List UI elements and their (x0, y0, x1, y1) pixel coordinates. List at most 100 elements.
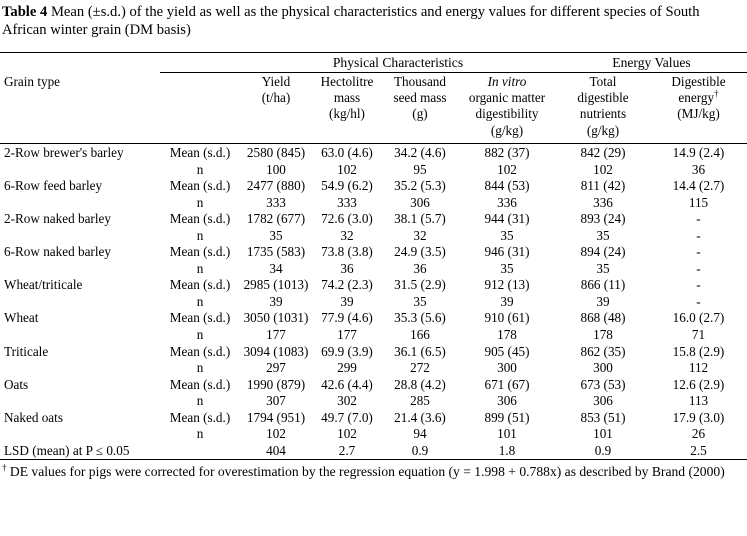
mean-value-cell: 1990 (879) (246, 376, 306, 392)
mean-value-cell: 842 (29) (580, 145, 626, 160)
stat-label-n-cell: n (196, 161, 204, 177)
stat-label-n-cell: n (196, 227, 204, 243)
n-value-cell: 300 (593, 360, 613, 376)
mean-value-cell: 14.9 (2.4) (672, 145, 725, 160)
grain-type-cell: Wheat (4, 310, 39, 326)
mean-value-cell: 1735 (583) (246, 244, 306, 260)
footnote-dagger-symbol: † (2, 462, 7, 473)
grain-type-empty-cell (0, 228, 160, 245)
lsd-value-cell: 404 (266, 442, 286, 458)
n-value-cell: 35 (596, 260, 610, 276)
mean-value-cell: 49.7 (7.0) (321, 409, 373, 425)
grain-row-mean: 2-Row naked barley Mean (s.d.) 1782 (677) 7… (0, 211, 747, 228)
grain-row-mean: 2-Row brewer's barley Mean (s.d.) 2580 (84… (0, 144, 747, 162)
n-value-cell: 101 (497, 426, 517, 442)
group-header-energy-values: Energy Values (556, 52, 747, 73)
mean-value-cell: 54.9 (6.2) (321, 178, 373, 194)
mean-value-cell: 2477 (880) (246, 178, 306, 194)
grain-type-empty-cell (0, 162, 160, 179)
mean-value-cell: 24.9 (3.5) (394, 244, 446, 260)
mean-value-cell: 866 (11) (580, 277, 626, 293)
invitro-rest-label: organic matter digestibility (g/kg) (468, 90, 546, 138)
mean-value-cell: 74.2 (2.3) (321, 277, 373, 293)
group-header-spacer-stat (160, 52, 240, 73)
mean-value-cell: 853 (51) (580, 409, 626, 425)
n-value-cell: 178 (497, 327, 517, 343)
n-value-cell: 306 (497, 393, 517, 409)
stat-label-n-cell: n (196, 327, 204, 343)
n-value-cell: 336 (593, 194, 613, 210)
mean-value-cell: 28.8 (4.2) (394, 376, 446, 392)
grain-row-mean: Wheat/triticale Mean (s.d.) 2985 (1013) 74.… (0, 277, 747, 294)
n-value-cell: 297 (266, 360, 286, 376)
n-value-cell: - (696, 293, 701, 309)
n-value-cell: 101 (593, 426, 613, 442)
n-value-cell: 95 (413, 161, 427, 177)
stat-label-n-cell: n (196, 194, 204, 210)
stat-label-mean-cell: Mean (s.d.) (169, 211, 231, 227)
n-value-cell: 285 (410, 393, 430, 409)
n-value-cell: 306 (410, 194, 430, 210)
column-header-grain-type: Grain type (0, 72, 160, 144)
mean-value-cell: 2580 (845) (246, 145, 306, 160)
mean-value-cell: 671 (67) (484, 376, 530, 392)
grain-type-cell: 6-Row feed barley (4, 178, 103, 194)
grain-type-cell: Naked oats (4, 409, 63, 425)
n-value-cell: 302 (337, 393, 357, 409)
stat-label-mean-cell: Mean (s.d.) (169, 409, 231, 425)
grain-type-cell: 6-Row naked barley (4, 244, 111, 260)
grain-type-empty-cell (0, 426, 160, 443)
mean-value-cell: 15.8 (2.9) (672, 343, 725, 359)
n-value-cell: 115 (688, 194, 709, 210)
mean-value-cell: 31.5 (2.9) (394, 277, 446, 293)
table-caption: Table 4 Mean (±s.d.) of the yield as wel… (2, 3, 746, 39)
column-header-total-digestible-nutrients: Total digestible nutrients (g/kg) (556, 72, 650, 144)
mean-value-cell: 14.4 (2.7) (672, 178, 725, 194)
n-value-cell: 100 (266, 161, 286, 177)
mean-value-cell: 16.0 (2.7) (672, 310, 725, 326)
n-value-cell: 300 (497, 360, 517, 376)
stat-label-n-cell: n (196, 426, 204, 442)
mean-value-cell: 899 (51) (484, 409, 530, 425)
grain-row-n: n 307 302 285 306 306 113 (0, 393, 747, 410)
n-value-cell: 26 (691, 426, 706, 442)
mean-value-cell: 42.6 (4.4) (321, 376, 373, 392)
grain-type-cell: 2-Row brewer's barley (4, 145, 124, 160)
n-value-cell: 272 (410, 360, 430, 376)
n-value-cell: 177 (337, 327, 357, 343)
grain-row-mean: Wheat Mean (s.d.) 3050 (1031) 77.9 (4.6) 35.… (0, 310, 747, 327)
stat-label-mean-cell: Mean (s.d.) (169, 145, 231, 160)
grain-type-cell: Wheat/triticale (4, 277, 83, 293)
column-header-invitro-digestibility: In vitro organic matter digestibility (g/… (458, 72, 556, 144)
mean-value-cell: 893 (24) (580, 211, 626, 227)
mean-value-cell: 72.6 (3.0) (321, 211, 373, 227)
stat-label-n-cell: n (196, 293, 204, 309)
de-line3: (MJ/kg) (677, 106, 720, 122)
mean-value-cell: 69.9 (3.9) (321, 343, 373, 359)
n-value-cell: 39 (596, 293, 610, 309)
n-value-cell: - (696, 227, 701, 243)
mean-value-cell: 3050 (1031) (243, 310, 309, 326)
mean-value-cell: 905 (45) (484, 343, 530, 359)
grain-row-n: n 102 102 94 101 101 26 (0, 426, 747, 443)
lsd-value-cell: 0.9 (594, 442, 612, 458)
stat-label-n-cell: n (196, 393, 204, 409)
n-value-cell: 113 (688, 393, 709, 409)
mean-value-cell: 944 (31) (484, 211, 530, 227)
column-header-thousand-seed-mass: Thousand seed mass (g) (382, 72, 458, 144)
mean-value-cell: 34.2 (4.6) (394, 145, 446, 160)
n-value-cell: 306 (593, 393, 613, 409)
grain-type-cell: Oats (4, 376, 29, 392)
mean-value-cell: 12.6 (2.9) (672, 376, 725, 392)
column-header-stat-label (160, 72, 240, 144)
grain-row-mean: Triticale Mean (s.d.) 3094 (1083) 69.9 (3.9… (0, 344, 747, 361)
grain-row-n: n 100 102 95 102 102 36 (0, 162, 747, 179)
n-value-cell: 39 (340, 293, 354, 309)
table-footnote: † DE values for pigs were corrected for … (2, 463, 746, 482)
n-value-cell: 39 (269, 293, 283, 309)
invitro-italic-label: In vitro (487, 74, 527, 89)
lsd-value-cell: 2.5 (690, 442, 707, 458)
column-header-hectolitre-mass: Hectolitre mass (kg/hl) (312, 72, 382, 144)
grain-type-empty-cell (0, 195, 160, 212)
n-value-cell: 34 (269, 260, 283, 276)
